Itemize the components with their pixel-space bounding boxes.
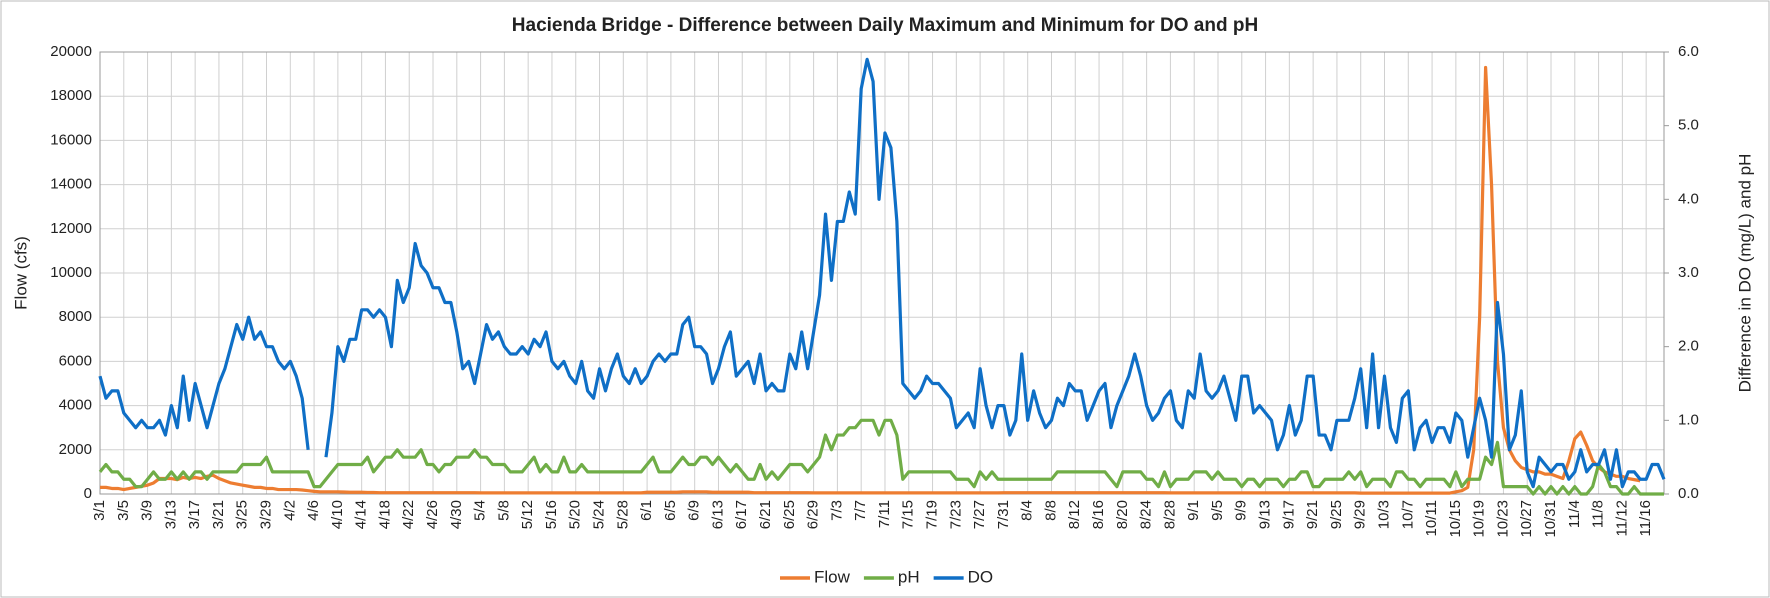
x-tick-label: 4/2 (281, 500, 298, 521)
x-tick-label: 6/21 (757, 500, 774, 529)
x-tick-label: 4/6 (305, 500, 322, 521)
y2-tick-label: 0.0 (1678, 485, 1699, 502)
y-tick-label: 12000 (50, 220, 92, 237)
y-tick-label: 2000 (59, 441, 92, 458)
x-tick-label: 8/24 (1138, 500, 1155, 529)
x-tick-label: 9/9 (1233, 500, 1250, 521)
x-tick-label: 6/13 (709, 500, 726, 529)
y-tick-label: 20000 (50, 43, 92, 60)
x-tick-label: 4/10 (329, 500, 346, 529)
x-tick-label: 8/12 (1066, 500, 1083, 529)
y-tick-label: 4000 (59, 397, 92, 414)
y2-tick-label: 4.0 (1678, 190, 1699, 207)
x-tick-label: 5/12 (519, 500, 536, 529)
y-axis-title: Flow (cfs) (11, 236, 30, 310)
legend-label: pH (898, 567, 920, 586)
x-tick-label: 6/29 (805, 500, 822, 529)
x-tick-label: 7/27 (971, 500, 988, 529)
x-tick-label: 3/9 (139, 500, 156, 521)
x-tick-label: 5/16 (543, 500, 560, 529)
series-line (100, 65, 1641, 495)
x-tick-label: 5/28 (614, 500, 631, 529)
y2-tick-label: 2.0 (1678, 338, 1699, 355)
x-tick-label: 8/4 (1019, 500, 1036, 521)
series-line (324, 57, 1666, 489)
x-tick-label: 5/24 (590, 500, 607, 529)
x-tick-label: 6/25 (781, 500, 798, 529)
series-line (98, 315, 310, 450)
x-tick-label: 4/14 (353, 500, 370, 529)
x-tick-label: 10/15 (1447, 500, 1464, 538)
x-tick-label: 7/3 (828, 500, 845, 521)
x-tick-label: 6/17 (733, 500, 750, 529)
x-tick-label: 3/21 (210, 500, 227, 529)
y-tick-label: 14000 (50, 176, 92, 193)
x-tick-label: 10/7 (1399, 500, 1416, 529)
chart-title: Hacienda Bridge - Difference between Dai… (512, 15, 1258, 36)
x-tick-label: 10/19 (1471, 500, 1488, 538)
x-tick-label: 5/4 (472, 500, 489, 521)
x-tick-label: 10/3 (1375, 500, 1392, 529)
x-tick-label: 6/1 (638, 500, 655, 521)
x-tick-label: 4/22 (400, 500, 417, 529)
x-tick-label: 3/17 (186, 500, 203, 529)
y2-tick-label: 6.0 (1678, 43, 1699, 60)
x-tick-label: 6/9 (686, 500, 703, 521)
x-tick-label: 8/28 (1161, 500, 1178, 529)
x-tick-label: 3/25 (234, 500, 251, 529)
x-tick-label: 10/11 (1423, 500, 1440, 536)
x-tick-label: 11/16 (1637, 500, 1654, 536)
x-tick-label: 4/26 (424, 500, 441, 529)
x-tick-label: 7/11 (876, 500, 893, 528)
x-tick-label: 9/5 (1209, 500, 1226, 521)
x-tick-label: 8/20 (1114, 500, 1131, 529)
series-line (98, 418, 1664, 496)
y2-tick-label: 3.0 (1678, 264, 1699, 281)
x-tick-label: 5/20 (567, 500, 584, 529)
x-tick-label: 3/1 (91, 500, 108, 521)
x-tick-label: 7/31 (995, 500, 1012, 529)
x-tick-label: 7/19 (924, 500, 941, 529)
y-tick-label: 16000 (50, 131, 92, 148)
y-tick-label: 18000 (50, 87, 92, 104)
x-tick-label: 11/12 (1613, 500, 1630, 536)
x-tick-label: 4/30 (448, 500, 465, 529)
x-tick-label: 9/29 (1352, 500, 1369, 529)
x-tick-label: 10/23 (1494, 500, 1511, 538)
y2-tick-label: 1.0 (1678, 411, 1699, 428)
x-tick-label: 4/18 (376, 500, 393, 529)
legend-label: DO (968, 567, 994, 586)
x-tick-label: 3/5 (115, 500, 132, 521)
x-tick-label: 9/1 (1185, 500, 1202, 521)
x-tick-label: 7/7 (852, 500, 869, 521)
x-tick-label: 9/25 (1328, 500, 1345, 529)
x-tick-label: 3/29 (257, 500, 274, 529)
x-tick-label: 7/15 (900, 500, 917, 529)
x-tick-label: 9/13 (1257, 500, 1274, 529)
x-tick-label: 7/23 (947, 500, 964, 529)
x-tick-label: 3/13 (162, 500, 179, 529)
x-tick-label: 10/27 (1518, 500, 1535, 538)
y2-tick-label: 5.0 (1678, 117, 1699, 134)
x-tick-label: 11/8 (1590, 500, 1607, 528)
x-tick-label: 8/16 (1090, 500, 1107, 529)
x-tick-label: 5/8 (495, 500, 512, 521)
y-tick-label: 10000 (50, 264, 92, 281)
x-tick-label: 9/21 (1304, 500, 1321, 529)
y-tick-label: 0 (84, 485, 92, 502)
x-tick-label: 10/31 (1542, 500, 1559, 538)
y-tick-label: 8000 (59, 308, 92, 325)
y-tick-label: 6000 (59, 352, 92, 369)
x-tick-label: 6/5 (662, 500, 679, 521)
legend-label: Flow (814, 567, 851, 586)
y2-axis-title: Difference in DO (mg/L) and pH (1735, 154, 1754, 393)
x-tick-label: 11/4 (1566, 500, 1583, 528)
x-tick-label: 9/17 (1280, 500, 1297, 529)
x-tick-label: 8/8 (1042, 500, 1059, 521)
